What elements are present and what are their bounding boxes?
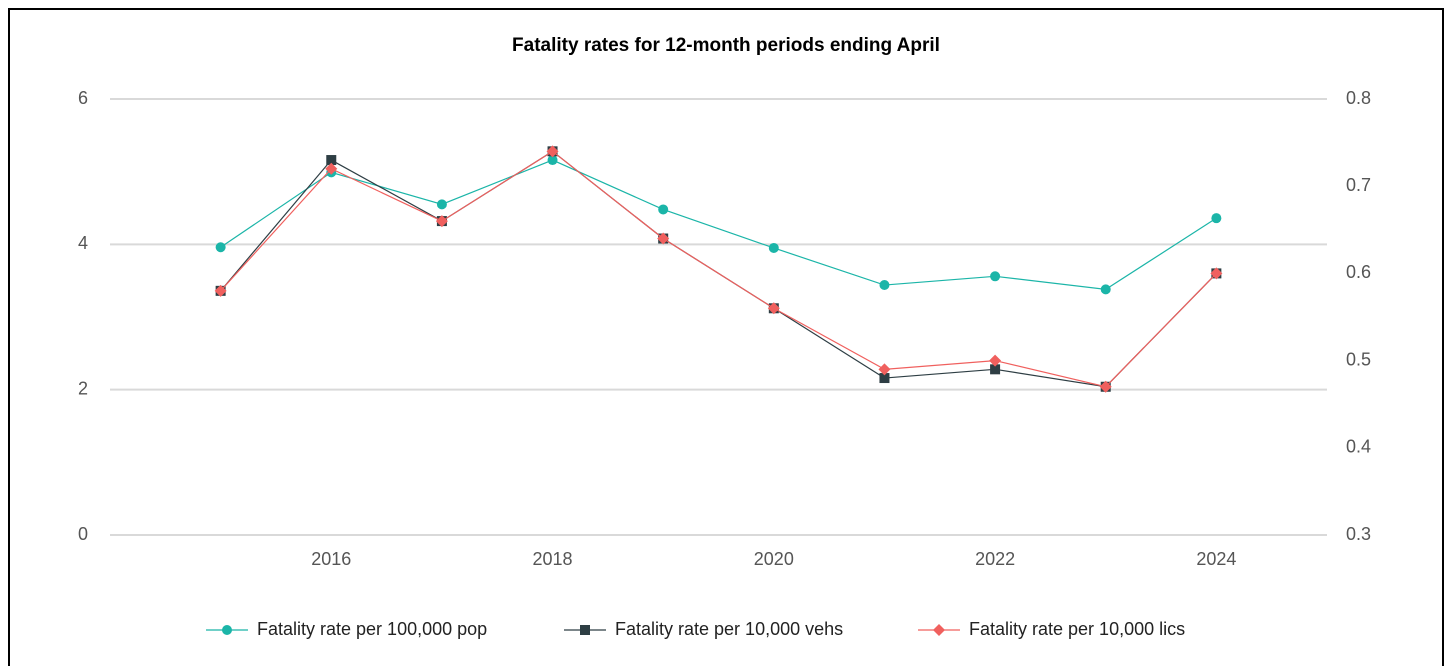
series-line xyxy=(220,159,1217,291)
y2-tick-label: 0.8 xyxy=(1346,88,1371,108)
y-tick-label: 2 xyxy=(78,378,88,398)
y2-tick-label: 0.4 xyxy=(1346,437,1371,457)
y2-tick-label: 0.5 xyxy=(1346,349,1371,369)
data-point xyxy=(1211,213,1222,224)
data-point xyxy=(1099,380,1112,393)
data-point xyxy=(547,155,558,166)
data-point xyxy=(767,302,780,315)
legend-label: Fatality rate per 10,000 lics xyxy=(969,619,1185,639)
x-tick-label: 2018 xyxy=(533,549,573,569)
data-point xyxy=(878,363,891,376)
data-point xyxy=(435,215,448,228)
data-point xyxy=(879,280,890,291)
y-tick-label: 0 xyxy=(78,524,88,544)
y2-tick-label: 0.6 xyxy=(1346,262,1371,282)
legend-marker xyxy=(222,625,232,635)
legend-marker xyxy=(933,624,945,636)
data-point xyxy=(657,232,670,245)
y2-tick-label: 0.3 xyxy=(1346,524,1371,544)
x-tick-label: 2016 xyxy=(311,549,351,569)
data-point xyxy=(215,242,226,253)
x-tick-label: 2024 xyxy=(1196,549,1236,569)
data-point xyxy=(768,242,779,253)
chart-border xyxy=(8,8,1444,666)
data-point xyxy=(214,284,227,297)
data-point xyxy=(1100,284,1111,295)
data-point xyxy=(879,373,890,384)
data-point xyxy=(1210,267,1223,280)
legend-label: Fatality rate per 10,000 vehs xyxy=(615,619,843,639)
data-point xyxy=(990,364,1001,375)
y-tick-label: 6 xyxy=(78,88,88,108)
y-tick-label: 4 xyxy=(78,233,88,253)
legend-marker xyxy=(580,625,590,635)
series-line xyxy=(220,150,1217,388)
data-point xyxy=(658,204,669,215)
y2-tick-label: 0.7 xyxy=(1346,175,1371,195)
x-tick-label: 2020 xyxy=(754,549,794,569)
legend-label: Fatality rate per 100,000 pop xyxy=(257,619,487,639)
x-tick-label: 2022 xyxy=(975,549,1015,569)
data-point xyxy=(325,162,338,175)
data-point xyxy=(326,155,337,166)
chart-title: Fatality rates for 12-month periods endi… xyxy=(512,35,940,56)
data-point xyxy=(546,145,559,158)
data-point xyxy=(990,271,1001,282)
data-point xyxy=(436,199,447,210)
data-point xyxy=(989,354,1002,367)
